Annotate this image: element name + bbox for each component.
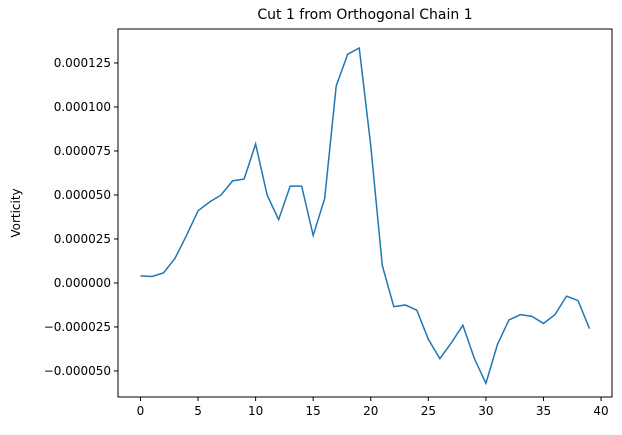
axes-frame — [117, 28, 613, 398]
y-tick-label: 0.000100 — [54, 100, 111, 114]
x-tick-label: 25 — [421, 404, 436, 418]
y-tick-label: −0.000050 — [44, 364, 111, 378]
x-tick-label: 5 — [194, 404, 202, 418]
x-tick-label: 40 — [593, 404, 608, 418]
x-tick-label: 0 — [137, 404, 145, 418]
y-tick-label: 0.000050 — [54, 188, 111, 202]
y-axis-label: Vorticity — [9, 188, 23, 237]
x-tick-label: 10 — [248, 404, 263, 418]
y-tick-label: 0.000000 — [54, 276, 111, 290]
y-tick-label: −0.000025 — [44, 320, 111, 334]
x-tick-label: 30 — [478, 404, 493, 418]
y-tick-label: 0.000075 — [54, 144, 111, 158]
data-line — [140, 46, 591, 386]
y-tick-label: 0.000125 — [54, 56, 111, 70]
x-tick-label: 20 — [363, 404, 378, 418]
x-tick-label: 35 — [536, 404, 551, 418]
y-tick-label: 0.000025 — [54, 232, 111, 246]
chart-title: Cut 1 from Orthogonal Chain 1 — [257, 7, 472, 23]
x-tick-label: 15 — [306, 404, 321, 418]
